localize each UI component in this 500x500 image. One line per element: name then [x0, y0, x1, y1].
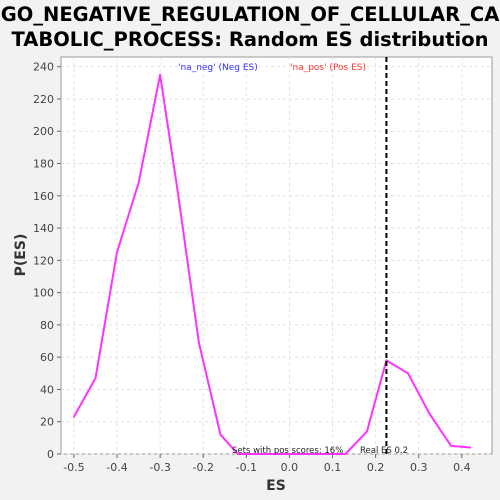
y-tick-label: 200 — [33, 125, 54, 138]
real-es-annotation: Real ES 0.2 — [360, 446, 408, 456]
y-tick-label: 40 — [40, 383, 54, 396]
data-point — [159, 74, 161, 76]
y-tick-label: 160 — [33, 190, 54, 203]
data-point — [345, 453, 347, 455]
x-tick-label: -0.1 — [236, 461, 257, 474]
data-point — [366, 431, 368, 433]
plot-area — [61, 57, 492, 454]
data-point — [138, 182, 140, 184]
x-tick-label: 0.0 — [281, 461, 299, 474]
legend-entry-neg: 'na_neg' (Neg ES) — [178, 63, 258, 73]
pos-scores-annotation: Sets with pos scores: 16% — [232, 446, 343, 456]
data-point — [116, 251, 118, 253]
y-tick-label: 20 — [40, 416, 54, 429]
y-axis-label: P(ES) — [13, 234, 29, 277]
x-tick-label: -0.3 — [149, 461, 170, 474]
y-tick-label: 180 — [33, 158, 54, 171]
data-point — [220, 434, 222, 436]
x-tick-label: -0.2 — [192, 461, 213, 474]
x-tick-label: -0.5 — [63, 461, 84, 474]
y-tick-label: 60 — [40, 351, 54, 364]
x-tick-label: 0.4 — [453, 461, 471, 474]
data-point — [176, 188, 178, 190]
y-tick-label: 80 — [40, 319, 54, 332]
x-tick-label: 0.2 — [367, 461, 385, 474]
data-point — [429, 413, 431, 415]
data-point — [95, 377, 97, 379]
x-tick-label: 0.1 — [324, 461, 342, 474]
y-tick-label: 120 — [33, 254, 54, 267]
data-point — [470, 447, 472, 449]
data-point — [450, 445, 452, 447]
y-tick-label: 140 — [33, 222, 54, 235]
y-tick-label: 240 — [33, 61, 54, 74]
legend-entry-pos: 'na_pos' (Pos ES) — [290, 63, 366, 73]
data-point — [198, 342, 200, 344]
y-tick-label: 0 — [47, 448, 54, 461]
x-axis-label: ES — [266, 478, 286, 494]
x-tick-label: 0.3 — [410, 461, 428, 474]
data-point — [407, 372, 409, 374]
x-tick-label: -0.4 — [106, 461, 127, 474]
chart-title-line-1: GO_NEGATIVE_REGULATION_OF_CELLULAR_CA — [1, 3, 500, 26]
y-tick-label: 220 — [33, 93, 54, 106]
chart-title-line-2: TABOLIC_PROCESS: Random ES distribution — [11, 28, 488, 51]
y-tick-label: 100 — [33, 287, 54, 300]
data-point — [73, 416, 75, 418]
